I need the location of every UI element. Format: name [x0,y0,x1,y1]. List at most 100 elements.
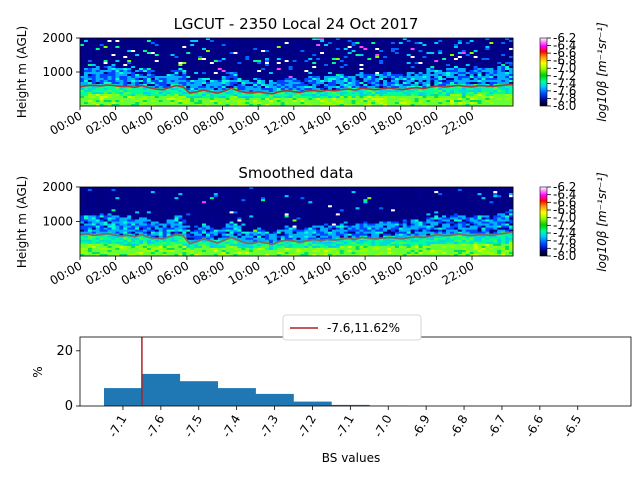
heatmap-cell [367,40,372,43]
heatmap-cell [131,197,136,200]
heatmap-cell [335,44,341,47]
heatmap-cell [142,102,148,105]
heatmap-cell [355,92,360,95]
y-tick-label: 2000 [42,31,73,45]
heatmap-cell [308,60,313,63]
heatmap-cell [426,68,431,71]
heatmap-cell [166,40,171,43]
heatmap-cell [453,66,459,69]
heatmap-cell [190,253,195,257]
heatmap-cell [296,38,301,41]
heatmap-cell [174,54,179,57]
heatmap-cell [398,80,404,83]
heatmap-cell [150,80,156,83]
heatmap-cell [367,46,372,49]
heatmap-cell [442,58,447,61]
heatmap-cell [268,84,274,87]
heatmap-cell [95,235,101,239]
heatmap-cell [265,86,270,89]
heatmap-cell [288,44,293,47]
heatmap-cell [182,58,187,61]
heatmap-cell [83,78,89,81]
heatmap-cell [146,245,152,249]
heatmap-cell [505,62,510,65]
heatmap-cell [339,70,345,73]
heatmap-cell [363,72,368,75]
heatmap-cell [131,195,136,198]
heatmap-cell [347,46,353,49]
heatmap-cell [205,76,211,79]
heatmap-cell [146,46,152,49]
heatmap-cell [221,80,227,83]
heatmap-cell [119,207,124,210]
heatmap-cell [430,100,435,103]
heatmap-cell [272,42,278,45]
heatmap-cell [406,102,412,105]
heatmap-cell [284,102,290,105]
heatmap-cell [217,80,223,83]
heatmap-cell [414,66,419,69]
heatmap-cell [154,38,160,41]
heatmap-cell [257,88,262,91]
heatmap-cell [150,94,156,97]
heatmap-cell [296,94,301,97]
heatmap-cell [154,195,160,198]
heatmap-cell [261,88,266,91]
heatmap-cell [379,64,384,67]
heatmap-cell [434,40,439,43]
heatmap-cell [406,82,412,85]
heatmap-cell [139,82,144,85]
heatmap-cell [272,68,278,71]
heatmap-cell [198,76,203,79]
heatmap-cell [442,64,447,67]
heatmap-cell [198,227,203,231]
heatmap-cell [324,86,329,89]
heatmap-cell [221,48,227,51]
heatmap-cell [249,68,254,71]
heatmap-cell [119,100,124,103]
heatmap-cell [261,50,266,53]
heatmap-cell [351,52,356,55]
heatmap-cell [324,44,329,47]
heatmap-cell [194,94,199,97]
heatmap-cell [418,94,423,97]
heatmap-cell [288,60,293,63]
heatmap-cell [95,58,101,61]
heatmap-cell [170,50,175,53]
heatmap-cell [83,48,89,51]
heatmap-cell [375,46,380,49]
heatmap-cell [414,100,419,103]
heatmap-cell [127,38,132,41]
heatmap-cell [198,193,203,196]
heatmap-cell [111,80,116,83]
heatmap-cell [182,195,187,198]
heatmap-cell [91,52,97,55]
heatmap-cell [166,64,171,67]
heatmap-cell [509,50,514,53]
heatmap-cell [406,66,412,69]
heatmap-cell [501,62,506,65]
heatmap-cell [190,46,195,49]
heatmap-cell [394,38,400,41]
heatmap-cell [158,211,164,214]
heatmap-cell [261,78,266,81]
heatmap-cell [304,56,309,59]
panel1-title: LGCUT - 2350 Local 24 Oct 2017 [174,15,419,33]
heatmap-cell [493,88,498,91]
heatmap-cell [276,64,282,67]
heatmap-cell [178,42,183,45]
heatmap-cell [387,56,392,59]
heatmap-cell [194,241,199,245]
heatmap-cell [115,82,120,85]
heatmap-cell [402,70,408,73]
heatmap-cell [198,207,203,210]
heatmap-cell [95,243,101,247]
heatmap-cell [477,72,482,75]
heatmap-cell [280,88,286,91]
heatmap-cell [469,68,475,71]
heatmap-cell [174,187,179,190]
heatmap-cell [288,58,293,61]
heatmap-cell [296,80,301,83]
heatmap-cell [453,50,459,53]
heatmap-cell [237,68,242,71]
